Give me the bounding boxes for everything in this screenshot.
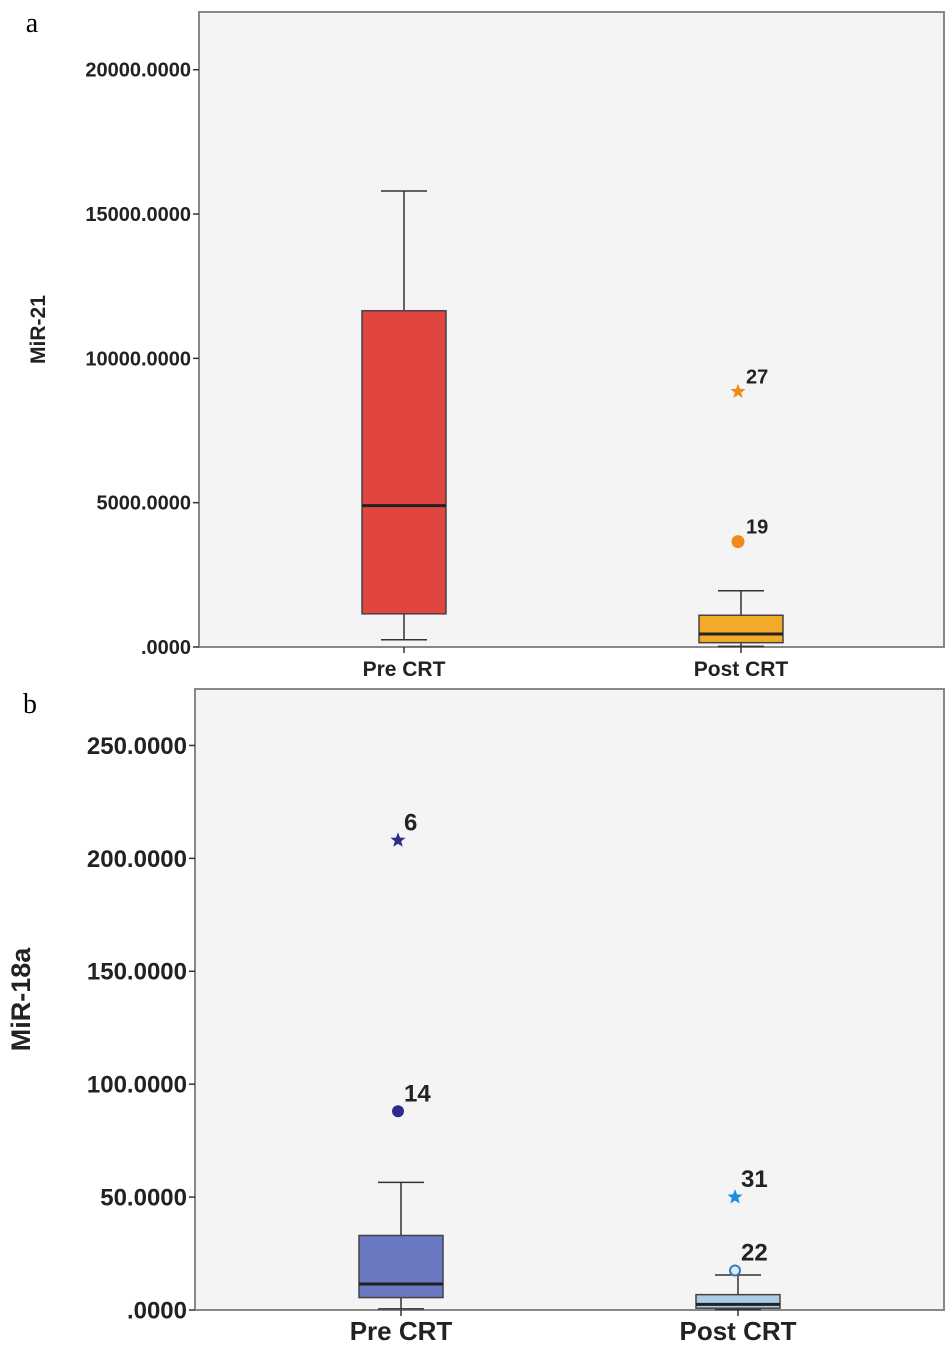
outlier-star	[727, 1189, 743, 1204]
outlier-star	[390, 832, 406, 847]
y-tick-label: 250.0000	[87, 733, 187, 760]
outlier-label: 19	[746, 517, 768, 539]
box-post-crt	[698, 589, 784, 648]
box-pre-crt	[361, 190, 447, 641]
box-iqr	[358, 1234, 444, 1299]
outlier-point	[729, 1264, 741, 1277]
box-iqr	[361, 309, 447, 615]
box-iqr	[695, 1293, 781, 1309]
x-tick-label: Pre CRT	[363, 658, 446, 681]
outlier-star	[730, 383, 746, 398]
outlier-label: 31	[741, 1166, 768, 1193]
outlier-point	[392, 1105, 404, 1118]
plot-area	[198, 11, 945, 648]
x-tick-label: Post CRT	[694, 658, 789, 681]
chart-panel-b: b .0000 50.0000 100.0000 150.0000 200.0000 250…	[6, 688, 945, 1346]
outlier-label: 27	[746, 367, 768, 389]
x-tick-label: Post CRT	[680, 1316, 797, 1346]
y-tick-label: 50.0000	[100, 1184, 187, 1211]
y-tick-label: 200.0000	[87, 846, 187, 873]
y-tick-label: 100.0000	[87, 1072, 187, 1099]
y-tick-label: 15000.0000	[85, 204, 191, 226]
y-tick-label: .0000	[127, 1297, 187, 1324]
outlier-label: 22	[741, 1239, 768, 1266]
chart-panel-a: a .0000 5000.0000 10000.0000 15000.0000 20000…	[26, 8, 945, 681]
y-tick-label: .0000	[141, 637, 191, 659]
panel-label: b	[23, 689, 37, 720]
plot-area	[194, 688, 945, 1311]
x-tick-label: Pre CRT	[350, 1316, 453, 1346]
box-pre-crt	[358, 1181, 444, 1310]
outlier-label: 6	[404, 809, 417, 836]
y-tick-label: 150.0000	[87, 959, 187, 986]
box-iqr	[698, 614, 784, 644]
y-tick-label: 20000.0000	[85, 60, 191, 82]
y-tick-label: 10000.0000	[85, 348, 191, 370]
y-tick-label: 5000.0000	[96, 493, 191, 515]
outlier-label: 14	[404, 1080, 431, 1107]
y-axis-label: MiR-18a	[6, 947, 36, 1052]
outlier-point	[731, 535, 745, 549]
y-axis-label: MiR-21	[27, 295, 50, 364]
panel-label: a	[26, 8, 39, 39]
